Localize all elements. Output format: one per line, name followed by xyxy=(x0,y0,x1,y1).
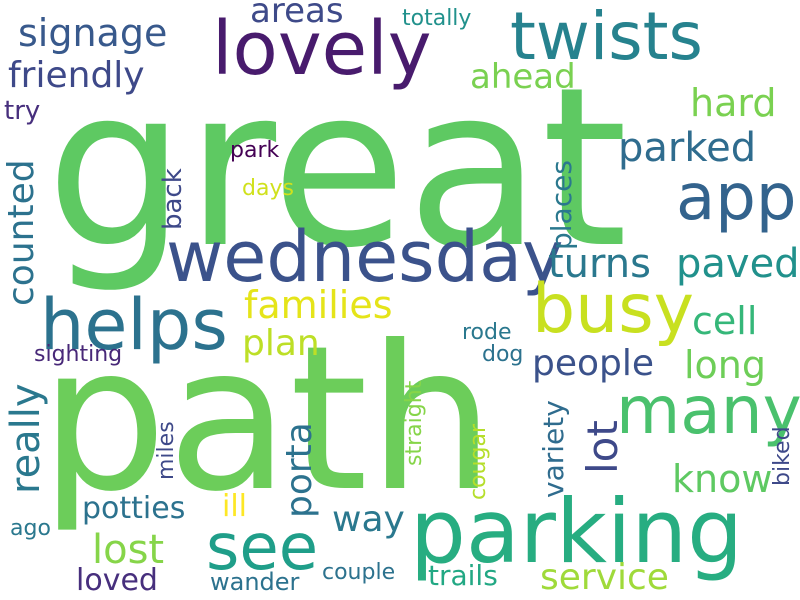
word-parking: parking xyxy=(410,480,744,583)
word-wednesday: wednesday xyxy=(166,216,564,298)
word-variety: variety xyxy=(537,400,570,498)
word-signage: signage xyxy=(18,11,168,55)
word-dog: dog xyxy=(482,342,524,367)
word-people: people xyxy=(532,343,655,384)
word-try: try xyxy=(4,96,41,126)
word-loved: loved xyxy=(76,563,158,598)
word-back: back xyxy=(158,168,188,230)
word-plan: plan xyxy=(242,323,320,364)
word-days: days xyxy=(242,176,294,201)
word-rode: rode xyxy=(462,320,512,345)
word-ahead: ahead xyxy=(470,57,576,97)
word-friendly: friendly xyxy=(8,55,145,96)
word-path: path xyxy=(40,303,495,536)
word-great: great xyxy=(46,40,628,296)
word-families: families xyxy=(244,283,393,327)
word-couple: couple xyxy=(322,560,396,585)
word-biked: biked xyxy=(770,426,795,486)
word-way: way xyxy=(332,499,405,540)
word-turns: turns xyxy=(548,241,651,287)
word-park: park xyxy=(230,138,280,163)
word-many: many xyxy=(616,372,800,449)
word-parked: parked xyxy=(618,125,757,171)
word-service: service xyxy=(540,557,669,598)
word-long: long xyxy=(684,343,767,387)
word-potties: potties xyxy=(82,491,186,526)
word-counted: counted xyxy=(1,159,42,306)
word-twists: twists xyxy=(510,0,703,75)
word-really: really xyxy=(3,383,49,494)
word-paved: paved xyxy=(676,241,800,287)
word-see: see xyxy=(206,511,319,585)
word-helps: helps xyxy=(40,284,228,366)
word-totally: totally xyxy=(402,6,472,31)
word-sighting: sighting xyxy=(34,342,123,367)
word-straight: straight xyxy=(402,380,427,466)
word-lost: lost xyxy=(92,527,165,573)
word-trails: trails xyxy=(428,559,498,592)
word-lot: lot xyxy=(578,420,627,474)
word-know: know xyxy=(672,457,773,501)
word-lovely: lovely xyxy=(212,6,432,92)
word-ago: ago xyxy=(10,516,51,541)
word-cell: cell xyxy=(692,299,758,343)
word-porta: porta xyxy=(279,422,320,518)
word-wander: wander xyxy=(210,568,300,596)
word-places: places xyxy=(545,160,578,250)
word-cougar: cougar xyxy=(466,424,491,500)
word-app: app xyxy=(676,161,797,235)
word-busy: busy xyxy=(532,270,694,349)
word-areas: areas xyxy=(250,0,344,31)
word-miles: miles xyxy=(154,421,179,480)
word-ill: ill xyxy=(222,489,248,524)
word-hard: hard xyxy=(690,81,777,125)
